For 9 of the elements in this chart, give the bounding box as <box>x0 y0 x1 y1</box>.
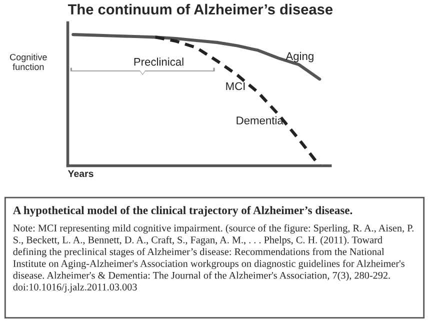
annotation: MCI <box>226 82 245 90</box>
text: A hypothetical model of the clinical trajectory of Alzheimer’s disease. <box>12 206 352 217</box>
annotation: Aging <box>286 52 314 62</box>
y-axis-title: Cognitive function <box>10 54 47 70</box>
annotation: Preclinical <box>134 58 184 66</box>
annotation: Dementia <box>236 116 284 124</box>
x-axis-title: Years <box>68 170 94 178</box>
chart-title: The continuum of Alzheimer’s disease <box>68 4 333 15</box>
text: Note: MCI representing mild cognitive impairment. (source of the figure: Sperling, R. A., Aisen, P. S., Beckett, L. A., Bennett, D. A., Craft, S., Fagan, A. M., . . . Phelps, C. H. (2011). Toward defining the preclinical stages of Alzheimer’s disease: Recommendations from the National Institute on Aging-Alzheimer's Association workgroups on diagnostic guidelines for Alzheimer's disease. Alzheimer's & Dementia: The Journal of the Alzheimer's Association, 7(3), 280-292. doi:10.1016/j.jalz.2011.03.003 <box>13 224 414 293</box>
